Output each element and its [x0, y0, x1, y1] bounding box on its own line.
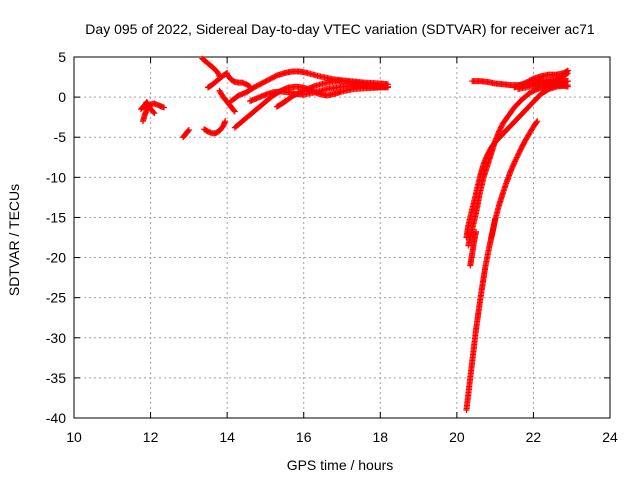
y-tick-label: -25 [46, 290, 66, 306]
data-point [516, 149, 523, 156]
data-point [381, 82, 388, 89]
data-point [564, 70, 571, 77]
data-point [151, 110, 158, 117]
y-tick-label: 5 [58, 49, 66, 65]
series-arc4 [201, 118, 229, 137]
data-point [512, 157, 519, 164]
x-tick-label: 24 [602, 429, 618, 445]
y-tick-label: -20 [46, 250, 66, 266]
y-tick-label: -40 [46, 410, 66, 426]
data-point [513, 155, 520, 162]
data-point [511, 159, 518, 166]
plot-frame [73, 56, 611, 419]
data-point [185, 127, 192, 134]
data-point [214, 69, 221, 76]
data-point [215, 70, 222, 77]
data-point [231, 107, 238, 114]
data-point [498, 123, 505, 130]
data-point [497, 124, 504, 131]
x-tick-label: 18 [372, 429, 388, 445]
series-arc16 [463, 216, 499, 413]
data-point [497, 125, 504, 132]
data-point [384, 84, 391, 91]
data-point [513, 154, 520, 161]
series-arc15 [467, 228, 479, 269]
data-point [564, 83, 571, 90]
series-arc3 [180, 127, 192, 141]
series-arc5 [199, 55, 223, 80]
data-point [496, 127, 503, 134]
grid-lines [74, 57, 610, 418]
x-tick-label: 22 [526, 429, 542, 445]
data-point [495, 128, 502, 135]
data-point [160, 104, 167, 111]
data-point [511, 158, 518, 165]
chart-title: Day 095 of 2022, Sidereal Day-to-day VTE… [85, 21, 595, 37]
data-point [564, 78, 571, 85]
series-arc12 [216, 87, 238, 115]
series-arc21 [530, 70, 571, 85]
series-arc2 [138, 98, 158, 117]
data-point [533, 119, 540, 126]
y-tick-label: -5 [54, 129, 67, 145]
data-point [473, 228, 479, 235]
data-point [517, 147, 524, 154]
series-arc7 [224, 71, 254, 90]
series-arc11 [273, 78, 388, 110]
data-point [514, 153, 521, 160]
data-points [138, 55, 571, 413]
data-point [563, 70, 570, 77]
y-tick-label: -10 [46, 169, 66, 185]
y-tick-label: 0 [58, 89, 66, 105]
y-tick-labels: 5 0 -5 -10 -15 -20 -25 -30 -35 -40 [46, 49, 66, 426]
data-point [515, 150, 522, 157]
x-tick-label: 16 [296, 429, 312, 445]
y-tick-label: -35 [46, 370, 66, 386]
series-arc14 [463, 82, 571, 241]
data-point [185, 127, 192, 134]
x-tick-label: 12 [143, 429, 159, 445]
x-tick-labels: 10 12 14 16 18 20 22 24 [66, 429, 618, 445]
x-tick-label: 20 [449, 429, 465, 445]
series-arc17 [488, 118, 541, 241]
data-point [517, 146, 524, 153]
x-tick-label: 10 [66, 429, 82, 445]
data-point [222, 118, 229, 125]
y-tick-label: -15 [46, 209, 66, 225]
data-point [534, 118, 541, 125]
data-point [515, 151, 522, 158]
x-axis-label: GPS time / hours [287, 457, 394, 473]
data-point [231, 108, 238, 115]
x-tick-label: 14 [219, 429, 235, 445]
series-arc20 [515, 82, 571, 93]
data-point [150, 109, 157, 116]
y-tick-label: -30 [46, 330, 66, 346]
y-axis-label: SDTVAR / TECUs [6, 184, 22, 296]
